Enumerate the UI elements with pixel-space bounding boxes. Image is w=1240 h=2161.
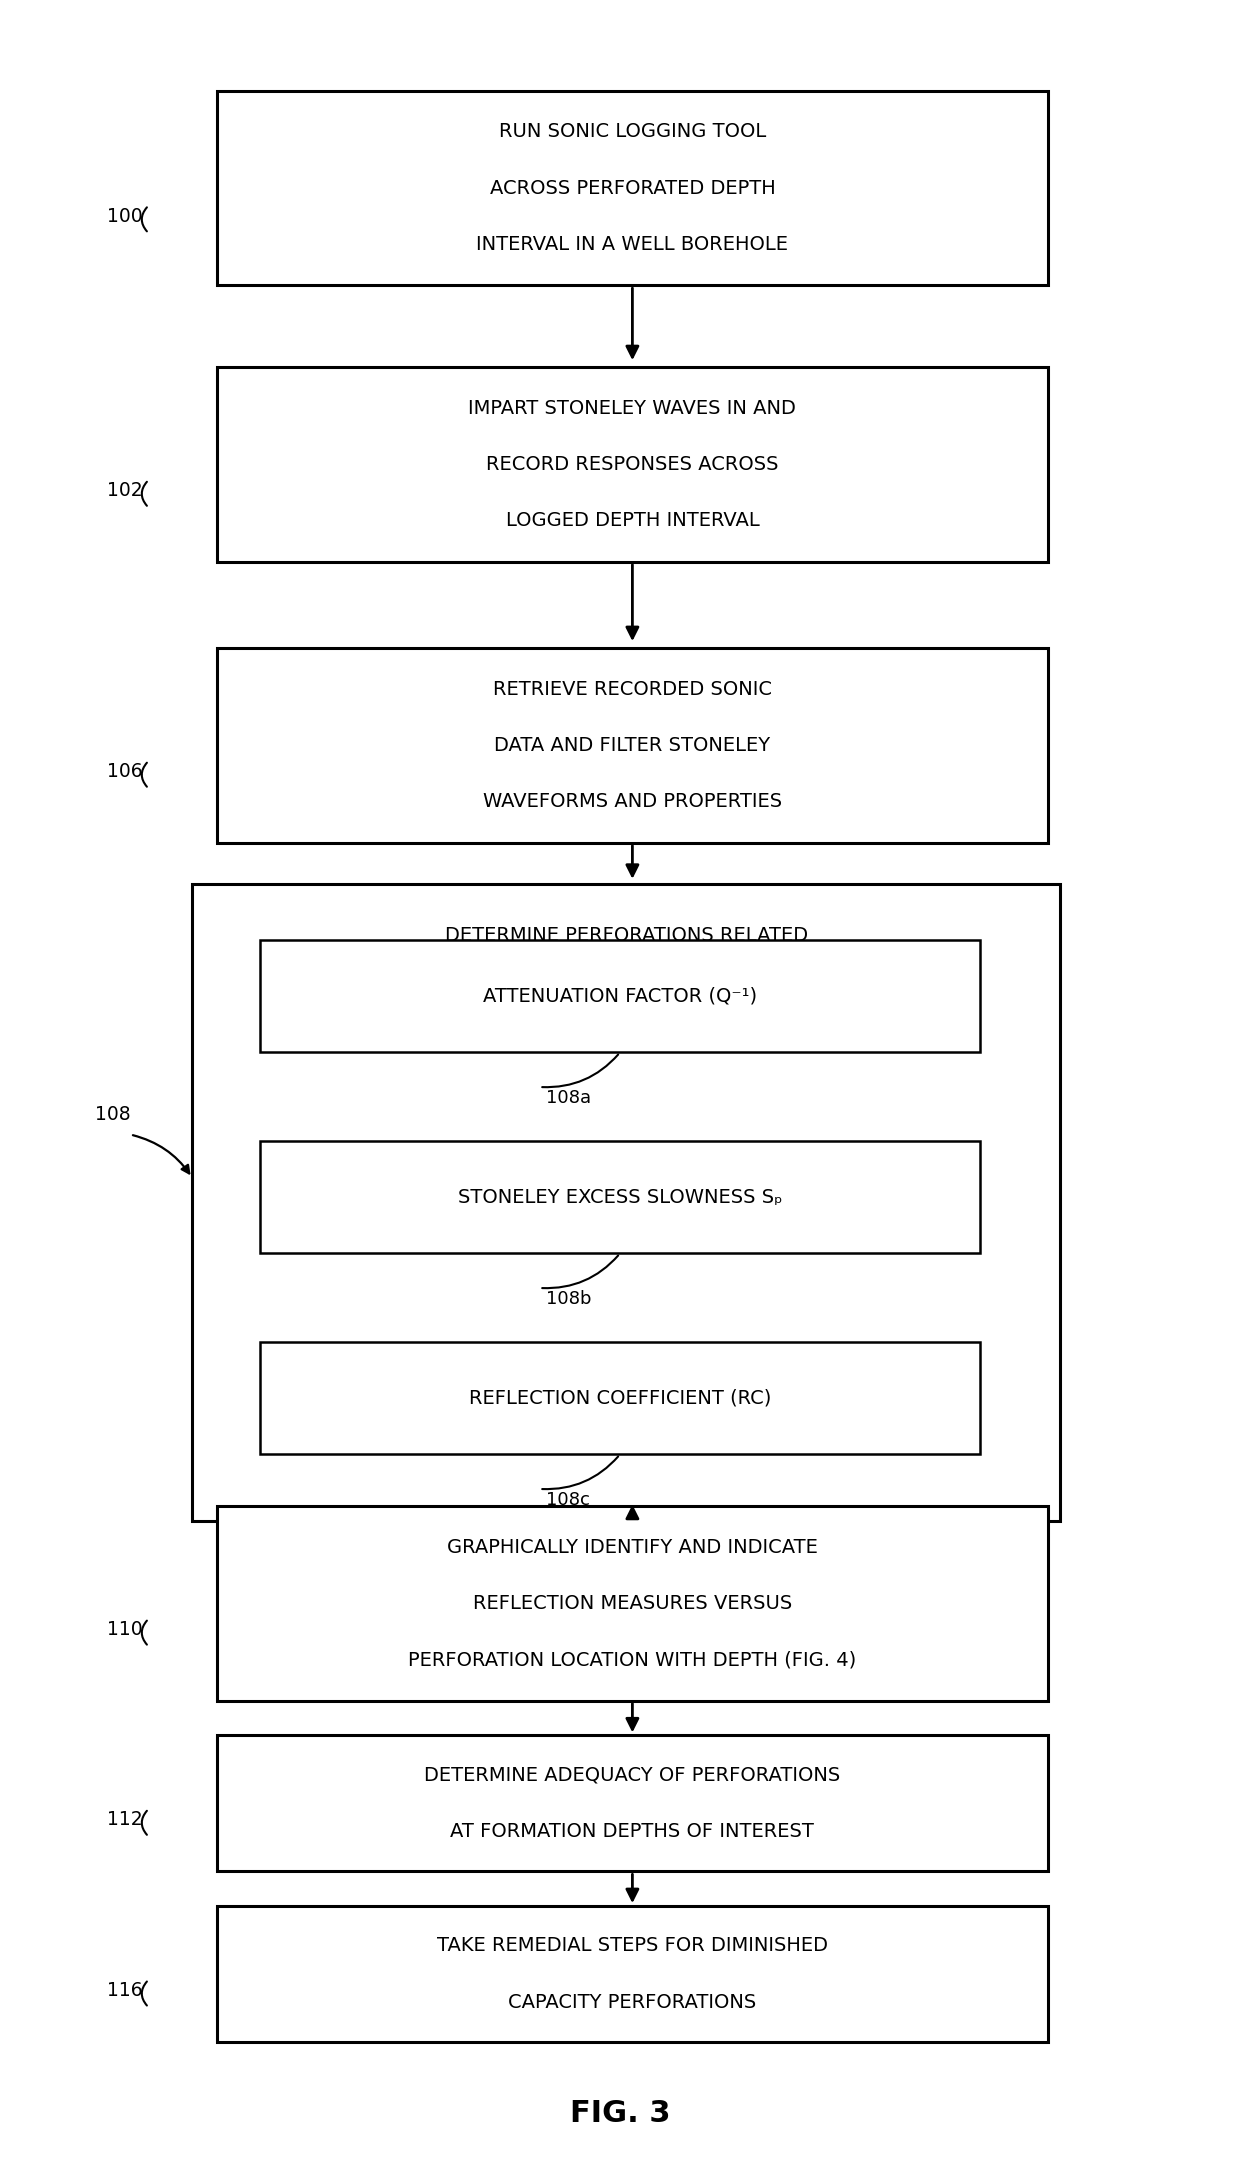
Text: ACROSS PERFORATED DEPTH: ACROSS PERFORATED DEPTH bbox=[490, 179, 775, 197]
Bar bbox=[217, 1906, 1048, 2042]
Text: RUN SONIC LOGGING TOOL: RUN SONIC LOGGING TOOL bbox=[498, 123, 766, 140]
Text: WAVEFORMS AND PROPERTIES: WAVEFORMS AND PROPERTIES bbox=[482, 793, 782, 810]
Text: STONELEY WAVES MEASURES: STONELEY WAVES MEASURES bbox=[481, 988, 771, 1005]
Bar bbox=[217, 648, 1048, 843]
Bar bbox=[260, 1342, 980, 1454]
Text: 110: 110 bbox=[107, 1621, 143, 1638]
Text: DETERMINE PERFORATIONS RELATED: DETERMINE PERFORATIONS RELATED bbox=[445, 927, 807, 944]
Text: INTERVAL IN A WELL BOREHOLE: INTERVAL IN A WELL BOREHOLE bbox=[476, 236, 789, 253]
Text: RETRIEVE RECORDED SONIC: RETRIEVE RECORDED SONIC bbox=[492, 681, 771, 698]
Text: IMPART STONELEY WAVES IN AND: IMPART STONELEY WAVES IN AND bbox=[469, 400, 796, 417]
Text: 108c: 108c bbox=[546, 1491, 589, 1508]
Bar bbox=[192, 884, 1060, 1521]
Text: GRAPHICALLY IDENTIFY AND INDICATE: GRAPHICALLY IDENTIFY AND INDICATE bbox=[446, 1539, 818, 1556]
Text: 100: 100 bbox=[107, 207, 143, 225]
Text: AT FORMATION DEPTHS OF INTEREST: AT FORMATION DEPTHS OF INTEREST bbox=[450, 1822, 815, 1841]
Text: 108a: 108a bbox=[546, 1089, 590, 1106]
Text: FIG. 3: FIG. 3 bbox=[569, 2098, 671, 2129]
Text: REFLECTION COEFFICIENT (RC): REFLECTION COEFFICIENT (RC) bbox=[469, 1390, 771, 1407]
Text: REFLECTION MEASURES VERSUS: REFLECTION MEASURES VERSUS bbox=[472, 1595, 792, 1612]
Text: ATTENUATION FACTOR (Q⁻¹): ATTENUATION FACTOR (Q⁻¹) bbox=[482, 988, 758, 1005]
Text: STONELEY EXCESS SLOWNESS Sₚ: STONELEY EXCESS SLOWNESS Sₚ bbox=[458, 1189, 782, 1206]
Text: 108b: 108b bbox=[546, 1290, 591, 1307]
Text: 106: 106 bbox=[107, 763, 143, 780]
Text: 108: 108 bbox=[94, 1104, 130, 1124]
Text: 102: 102 bbox=[107, 482, 143, 499]
Text: DETERMINE ADEQUACY OF PERFORATIONS: DETERMINE ADEQUACY OF PERFORATIONS bbox=[424, 1766, 841, 1785]
Bar bbox=[260, 1141, 980, 1253]
Bar bbox=[260, 940, 980, 1052]
Bar bbox=[217, 367, 1048, 562]
Text: CAPACITY PERFORATIONS: CAPACITY PERFORATIONS bbox=[508, 1992, 756, 2012]
Text: RECORD RESPONSES ACROSS: RECORD RESPONSES ACROSS bbox=[486, 456, 779, 473]
Text: LOGGED DEPTH INTERVAL: LOGGED DEPTH INTERVAL bbox=[506, 512, 759, 529]
Text: DATA AND FILTER STONELEY: DATA AND FILTER STONELEY bbox=[495, 737, 770, 754]
Bar bbox=[217, 1735, 1048, 1871]
Text: 116: 116 bbox=[107, 1982, 143, 1999]
Text: PERFORATION LOCATION WITH DEPTH (FIG. 4): PERFORATION LOCATION WITH DEPTH (FIG. 4) bbox=[408, 1651, 857, 1668]
Bar bbox=[217, 91, 1048, 285]
Text: TAKE REMEDIAL STEPS FOR DIMINISHED: TAKE REMEDIAL STEPS FOR DIMINISHED bbox=[436, 1936, 828, 1956]
Text: 112: 112 bbox=[107, 1811, 143, 1828]
Bar bbox=[217, 1506, 1048, 1701]
